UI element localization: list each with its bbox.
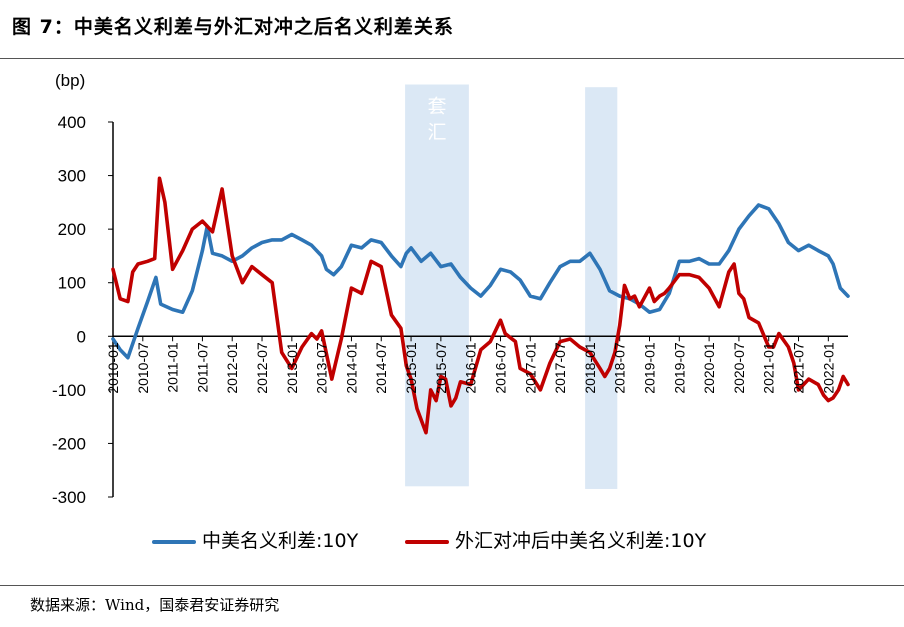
series-lines	[111, 176, 850, 435]
x-tick-label: 2022-01	[820, 342, 836, 394]
x-tick-label: 2012-07	[254, 342, 270, 394]
x-tick-label: 2011-07	[194, 342, 210, 393]
x-tick-label: 2014-07	[373, 342, 389, 394]
x-tick-label: 2014-01	[343, 342, 359, 394]
x-tick-label: 2015-07	[433, 342, 449, 394]
x-tick-label: 2010-01	[105, 342, 121, 394]
x-tick-label: 2018-07	[612, 342, 628, 394]
x-tick-label: 2018-01	[582, 342, 598, 394]
x-tick-label: 2013-07	[314, 342, 330, 394]
legend-item-hedged-spread: 外汇对冲后中美名义利差:10Y	[405, 526, 706, 553]
figure-title: 图 7：中美名义利差与外汇对冲之后名义利差关系	[12, 16, 454, 38]
y-tick-label: 0	[77, 327, 86, 346]
x-tick-label: 2017-07	[552, 342, 568, 394]
shaded-region-label: 汇	[427, 122, 446, 144]
series-line-0	[111, 203, 850, 360]
y-tick-label: -200	[52, 434, 86, 453]
x-tick-label: 2013-01	[284, 342, 300, 394]
y-tick-label: -100	[52, 381, 86, 400]
y-axis-unit-label: (bp)	[55, 71, 85, 90]
legend-swatch-red	[405, 539, 449, 544]
x-tick-label: 2019-01	[641, 342, 657, 394]
tick-labels: 400 300 200 100 0 -100 -200 -300 (bp) 2010-01 2010…	[52, 71, 836, 507]
x-tick-label: 2012-01	[224, 342, 240, 394]
series-line-1	[111, 176, 850, 435]
x-tick-label: 2015-01	[403, 342, 419, 394]
legend-swatch-blue	[152, 539, 196, 544]
x-tick-label: 2010-07	[135, 342, 151, 394]
shaded-regions: 套汇	[405, 84, 618, 489]
legend-label: 中美名义利差:10Y	[202, 530, 359, 552]
y-tick-label: 200	[58, 220, 86, 239]
shaded-region-label: 套	[427, 96, 446, 118]
x-tick-label: 2016-01	[463, 342, 479, 394]
legend-item-spread: 中美名义利差:10Y	[152, 526, 358, 553]
x-tick-label: 2020-01	[701, 342, 717, 394]
x-tick-label: 2020-07	[731, 342, 747, 394]
x-tick-label: 2021-01	[761, 342, 777, 394]
x-tick-label: 2017-01	[522, 342, 538, 394]
x-tick-label: 2019-07	[671, 342, 687, 394]
y-tick-label: -300	[52, 488, 86, 507]
y-tick-label: 100	[58, 274, 86, 293]
shaded-region-1	[585, 87, 618, 489]
x-tick-label: 2016-07	[492, 342, 508, 394]
bottom-rule	[0, 585, 904, 586]
legend-label: 外汇对冲后中美名义利差:10Y	[455, 530, 707, 552]
x-tick-label: 2021-07	[791, 342, 807, 394]
y-tick-label: 400	[58, 113, 86, 132]
y-tick-label: 300	[58, 167, 86, 186]
top-rule	[0, 58, 904, 59]
source-note: 数据来源：Wind，国泰君安证券研究	[30, 596, 280, 614]
x-tick-label: 2011-01	[165, 342, 181, 393]
axes	[108, 121, 848, 498]
shaded-region-0	[405, 84, 469, 487]
